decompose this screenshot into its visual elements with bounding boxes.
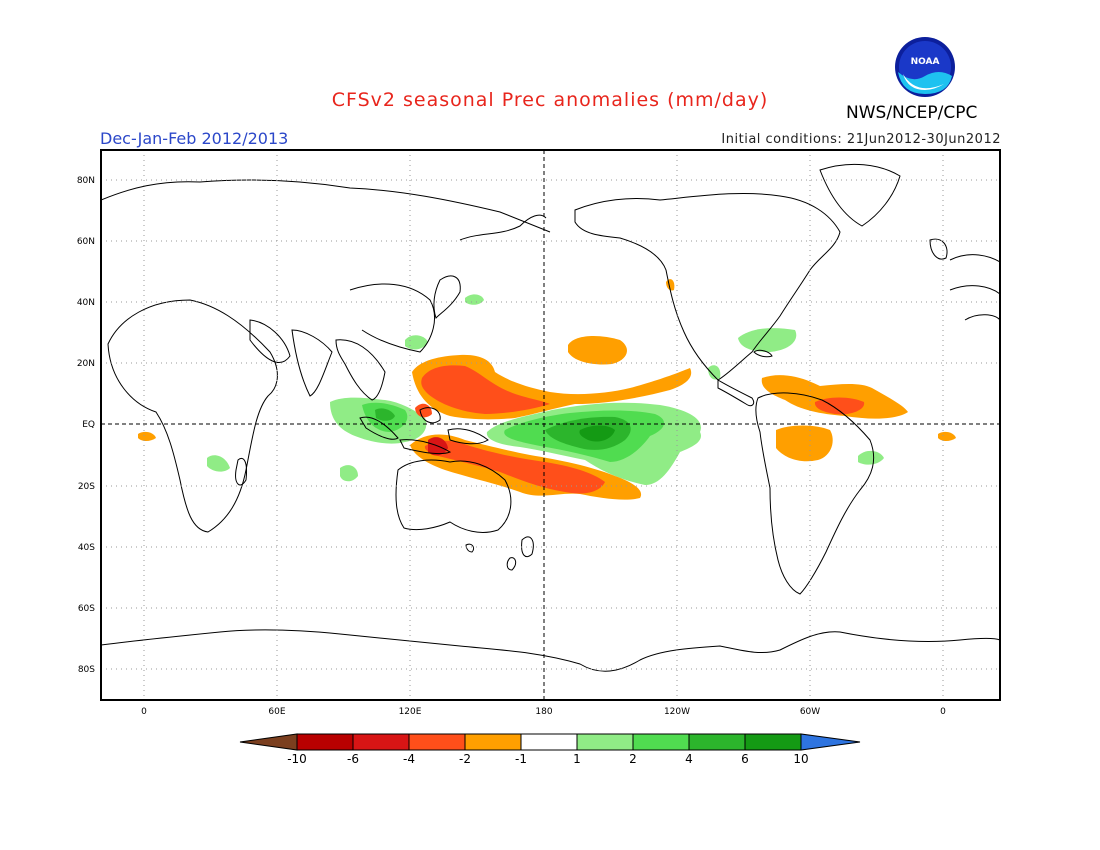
organization-label: NWS/NCEP/CPC	[846, 103, 978, 123]
lon-label: 120W	[664, 707, 690, 717]
continent-south-america	[755, 392, 875, 595]
continent-africa	[107, 299, 278, 533]
lat-label: 40S	[78, 543, 95, 553]
colorbar-label: -6	[347, 752, 359, 766]
colorbar-swatch	[408, 733, 466, 751]
lon-label: 60W	[800, 707, 820, 717]
lat-label: 20N	[77, 359, 95, 369]
colorbar-swatch	[744, 733, 802, 751]
colorbar-swatch	[296, 733, 354, 751]
colorbar-label: 4	[685, 752, 693, 766]
period-label: Dec-Jan-Feb 2012/2013	[100, 129, 289, 148]
continent-north-america	[574, 192, 841, 381]
colorbar-label: 6	[741, 752, 749, 766]
dry-anomaly-north-brazil-core	[814, 397, 865, 415]
lat-label: 40N	[77, 298, 95, 308]
initial-conditions-label: Initial conditions: 21Jun2012-30Jun2012	[721, 132, 1001, 147]
svg-text:NOAA: NOAA	[911, 57, 940, 67]
colorbar-swatch	[632, 733, 690, 751]
wet-anomaly-australia-nw	[340, 465, 358, 482]
dry-anomaly-west-pacific-north-core	[421, 365, 550, 414]
dry-anomaly-hawaii	[568, 335, 627, 365]
lon-label: 0	[141, 707, 147, 717]
colorbar: -10 -6 -4 -2 -1 1 2 4 6 10	[239, 733, 861, 766]
dry-anomaly-south-pacific-core	[424, 440, 605, 494]
continent-india	[291, 329, 333, 397]
wet-anomaly-sumatra	[375, 408, 395, 421]
coastlines	[101, 163, 1000, 672]
wet-anomaly-central-pacific-max	[579, 425, 615, 442]
colorbar-swatch	[576, 733, 634, 751]
colorbar-arrow-high	[800, 733, 861, 751]
lon-label: 0	[940, 707, 946, 717]
colorbar-swatch	[464, 733, 522, 751]
lon-label: 180	[535, 707, 552, 717]
lat-label: 20S	[78, 482, 95, 492]
continent-australia	[395, 459, 512, 533]
wet-anomaly-caribbean	[738, 328, 797, 352]
colorbar-label: -2	[459, 752, 471, 766]
colorbar-label: -10	[287, 752, 307, 766]
dry-anomaly-atlantic-east	[938, 431, 956, 441]
lat-label: 80N	[77, 176, 95, 186]
colorbar-label: -4	[403, 752, 415, 766]
continent-antarctica	[101, 629, 1000, 672]
dry-anomaly-amazon	[776, 425, 833, 462]
colorbar-swatch	[688, 733, 746, 751]
lat-label: 60N	[77, 237, 95, 247]
noaa-logo: NOAA	[895, 37, 955, 97]
colorbar-arrow-low	[239, 733, 298, 751]
colorbar-label: 1	[573, 752, 581, 766]
lon-label: 120E	[399, 707, 422, 717]
map-title: CFSv2 seasonal Prec anomalies (mm/day)	[331, 89, 769, 111]
wet-anomaly-central-america	[708, 365, 721, 380]
colorbar-swatch	[352, 733, 410, 751]
lon-labels: 0 60E 120E 180 120W 60W 0	[141, 707, 946, 717]
equator-dateline	[101, 150, 1000, 700]
dry-anomaly-north-brazil	[761, 375, 908, 419]
anomaly-layer	[138, 279, 956, 500]
lat-labels: 80N 60N 40N 20N EQ 20S 40S 60S 80S	[77, 176, 95, 675]
lat-label: 80S	[78, 665, 95, 675]
dry-anomaly-atlantic-west	[138, 431, 156, 441]
graticule	[101, 150, 1000, 700]
map-frame	[100, 149, 1001, 701]
colorbar-label: 2	[629, 752, 637, 766]
lat-label: EQ	[82, 420, 95, 430]
colorbar-swatch	[520, 733, 578, 751]
wet-anomaly-brazil-east	[858, 450, 884, 465]
lon-label: 60E	[268, 707, 285, 717]
colorbar-label: 10	[793, 752, 808, 766]
wet-anomaly-philippine-sea	[405, 335, 428, 350]
colorbar-label: -1	[515, 752, 527, 766]
wet-anomaly-africa	[207, 455, 230, 472]
wet-anomaly-japan	[465, 294, 484, 305]
lat-label: 60S	[78, 604, 95, 614]
